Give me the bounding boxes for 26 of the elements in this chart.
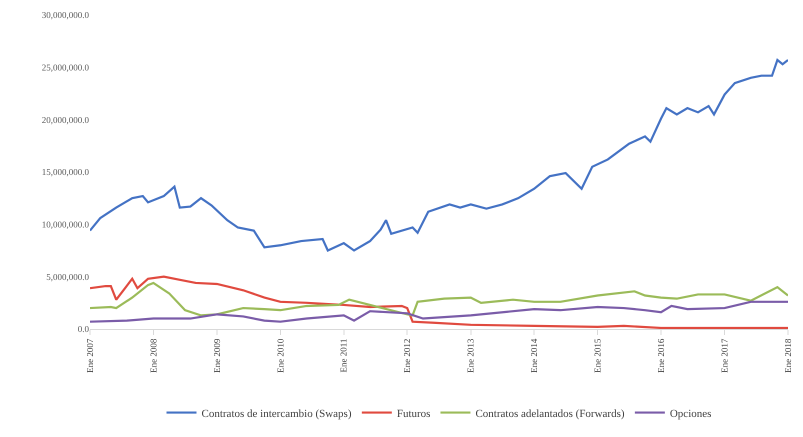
x-tick-label: Ene 2012	[402, 338, 412, 373]
x-tick-label: Ene 2013	[466, 338, 476, 373]
x-tick-label: Ene 2016	[656, 338, 666, 373]
x-tick-label: Ene 2009	[212, 338, 222, 373]
line-series	[90, 58, 788, 252]
y-tick-label: 0.0	[78, 324, 90, 334]
line-series	[90, 300, 788, 323]
legend-label: Contratos de intercambio (Swaps)	[202, 408, 352, 420]
x-tick-label: Ene 2010	[275, 338, 286, 373]
legend-label: Opciones	[670, 408, 712, 420]
x-tick-label: Ene 2007	[84, 338, 95, 373]
y-tick-label: 25,000,000.0	[42, 62, 90, 72]
x-tick-label: Ene 2017	[720, 338, 730, 373]
x-tick-label: Ene 2008	[148, 338, 158, 373]
line-series	[90, 282, 788, 316]
x-tick-label: Ene 2015	[592, 338, 603, 373]
x-tick-label: Ene 2011	[338, 338, 349, 373]
y-tick-label: 5,000,000.0	[46, 272, 90, 282]
x-tick-label: Ene 2018	[782, 338, 793, 373]
y-tick-label: 20,000,000.0	[42, 114, 90, 125]
x-tick-label: Ene 2014	[529, 338, 540, 373]
legend-label: Futuros	[396, 408, 430, 420]
y-tick-label: 30,000,000.0	[42, 10, 90, 20]
y-tick-label: 10,000,000.0	[42, 219, 90, 230]
legend-label: Contratos adelantados (Forwards)	[475, 408, 625, 420]
y-tick-label: 15,000,000.0	[42, 167, 90, 178]
